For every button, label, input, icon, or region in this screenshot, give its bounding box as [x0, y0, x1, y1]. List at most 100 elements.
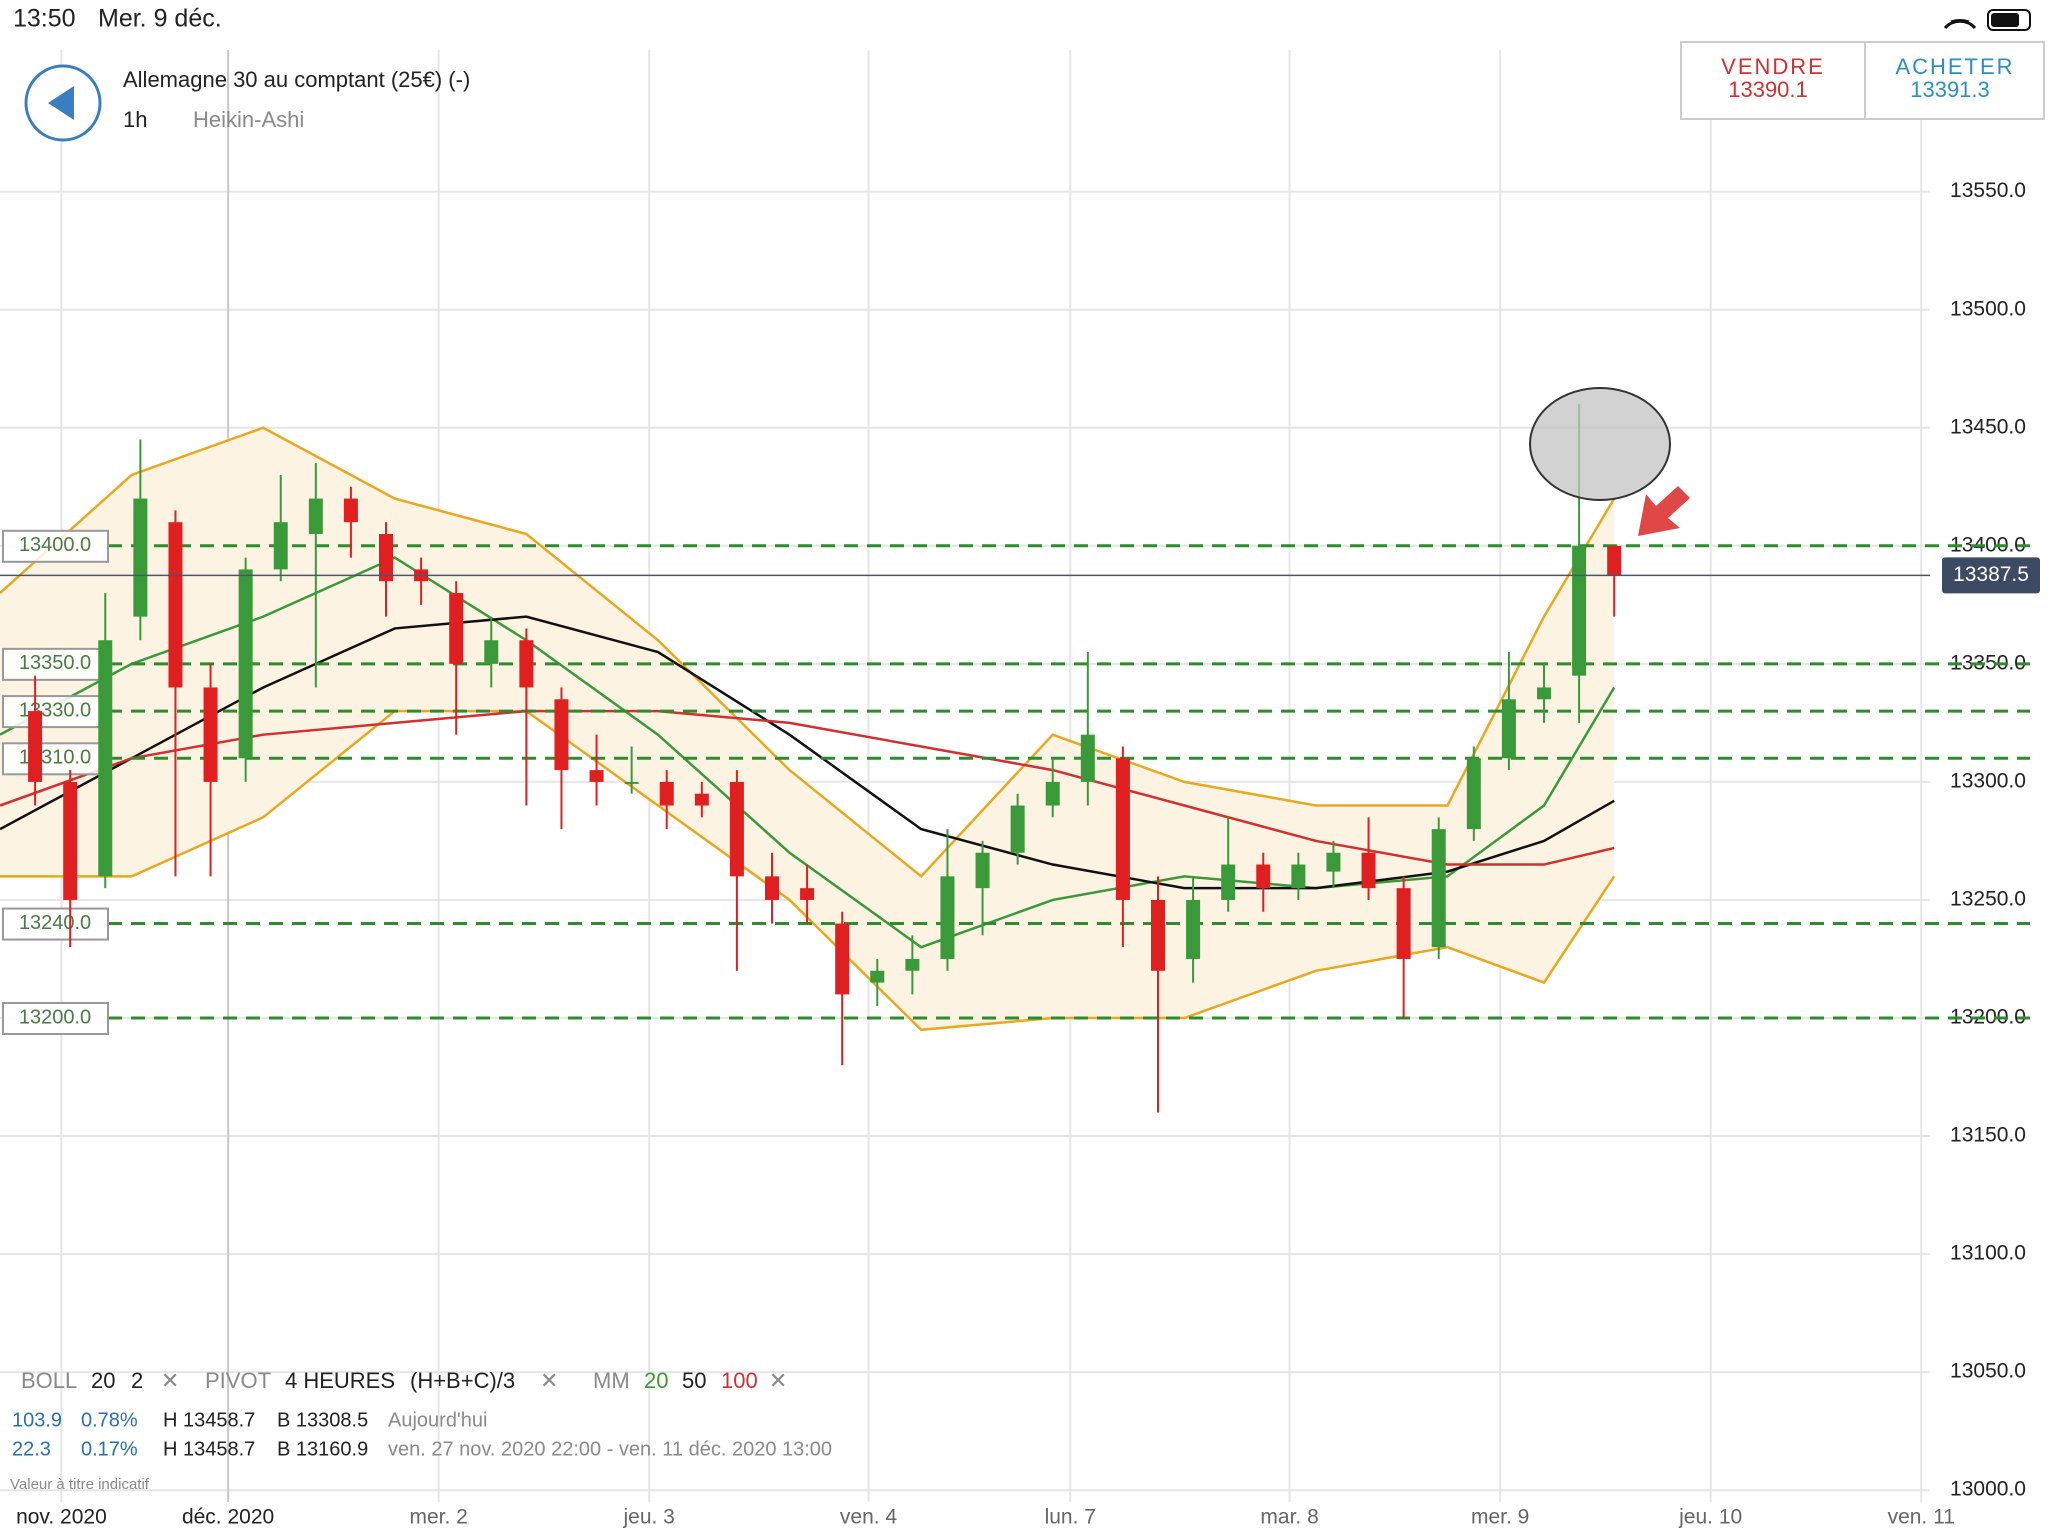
candle-body: [870, 970, 885, 983]
candle-body: [1501, 699, 1516, 759]
last-price-box: [1942, 557, 2040, 594]
candle-body: [238, 569, 253, 759]
candle-body: [1466, 758, 1481, 830]
x-tick-background: [594, 1505, 705, 1533]
stat-low: B 13308.5: [277, 1409, 368, 1431]
candle-body: [1186, 899, 1201, 959]
boll-period: 20: [91, 1368, 115, 1393]
y-tick-label: 13500.0: [1950, 297, 2026, 320]
stat-value: 103.9: [12, 1409, 62, 1431]
pivot-label: 13350.0: [19, 652, 91, 674]
indicator-line: [0, 556, 1616, 949]
sell-label[interactable]: VENDRE: [1721, 54, 1825, 79]
stat-low: B 13160.9: [277, 1438, 368, 1460]
back-icon: [48, 86, 74, 120]
mm-period: 50: [682, 1368, 706, 1393]
highlight-circle: [1529, 387, 1671, 501]
candle-body: [1361, 852, 1376, 889]
y-tick-label: 13050.0: [1950, 1360, 2026, 1383]
pivot-label: 13400.0: [19, 534, 91, 556]
candle-body: [1326, 852, 1341, 872]
candle-body: [308, 498, 323, 534]
pivot-label-box: [2, 907, 109, 941]
mm-label[interactable]: MM: [593, 1368, 630, 1393]
y-tick-label: 13400.0: [1950, 533, 2026, 556]
x-tick-label: ven. 11: [1888, 1506, 1955, 1529]
y-tick-label: 13550.0: [1950, 179, 2026, 202]
candle-body: [800, 888, 815, 900]
candle-body: [98, 640, 113, 877]
x-tick-background: [383, 1505, 494, 1533]
candle-body: [729, 781, 744, 877]
pivot-label-box: [2, 742, 109, 776]
y-tick-label: 13200.0: [1950, 1006, 2026, 1029]
pointer-arrow: [1638, 486, 1690, 536]
pivot-formula: (H+B+C)/3: [410, 1368, 515, 1393]
boll-label[interactable]: BOLL: [21, 1368, 77, 1393]
candle-body: [1396, 888, 1411, 959]
x-tick-background: [1015, 1505, 1126, 1533]
stat-period: ven. 27 nov. 2020 22:00 - ven. 11 déc. 2…: [388, 1438, 832, 1460]
remove-icon[interactable]: ✕: [540, 1368, 558, 1393]
candle-body: [1221, 864, 1236, 900]
pivot-label: 13240.0: [19, 912, 91, 934]
x-tick-background: [1655, 1505, 1766, 1533]
y-tick-label: 13450.0: [1950, 415, 2026, 438]
y-tick-label: 13250.0: [1950, 887, 2026, 910]
candle-body: [624, 781, 639, 784]
battery-icon: [1987, 9, 2031, 31]
candle-body: [1115, 758, 1130, 900]
candle-body: [133, 498, 148, 617]
buy-price[interactable]: 13391.3: [1910, 77, 1990, 102]
sell-price[interactable]: 13390.1: [1728, 77, 1808, 102]
candle-body: [905, 958, 920, 971]
stat-value: 22.3: [12, 1438, 51, 1460]
x-tick-label: mar. 8: [1260, 1506, 1318, 1529]
candle-body: [273, 522, 288, 570]
candle-body: [1537, 687, 1551, 700]
remove-icon[interactable]: ✕: [769, 1368, 787, 1393]
x-tick-background: [173, 1505, 284, 1533]
timeframe[interactable]: 1h: [123, 107, 147, 132]
chart-style[interactable]: Heikin-Ashi: [193, 107, 304, 132]
pivot-label-box: [2, 1002, 109, 1035]
stat-percent: 0.78%: [81, 1409, 138, 1431]
remove-icon[interactable]: ✕: [161, 1368, 179, 1393]
x-tick-label: mer. 9: [1471, 1506, 1529, 1529]
instrument-title: Allemagne 30 au comptant (25€) (-): [123, 67, 470, 92]
pivot-label[interactable]: PIVOT: [205, 1368, 271, 1393]
x-tick-background: [1445, 1505, 1556, 1533]
indicator-line: [0, 709, 1615, 866]
candle-body: [203, 687, 218, 782]
x-tick-background: [6, 1505, 117, 1533]
candle-body: [589, 770, 604, 782]
stat-period: Aujourd'hui: [388, 1409, 487, 1431]
pivot-label-box: [2, 695, 109, 729]
candle-body: [28, 711, 43, 782]
last-price-label: 13387.5: [1953, 563, 2029, 586]
candle-body: [1572, 545, 1587, 676]
x-tick-background: [813, 1505, 924, 1533]
candle-body: [449, 593, 464, 664]
x-tick-label: jeu. 10: [1678, 1506, 1742, 1529]
x-tick-label: nov. 2020: [16, 1506, 107, 1529]
status-date: Mer. 9 déc.: [98, 5, 222, 33]
trade-panel: [1680, 41, 2045, 120]
candle-body: [1291, 864, 1306, 889]
buy-label[interactable]: ACHETER: [1895, 54, 2014, 79]
x-tick-label: déc. 2020: [182, 1506, 274, 1529]
stat-high: H 13458.7: [163, 1409, 255, 1431]
candle-body: [1080, 734, 1095, 782]
pivot-label-box: [2, 647, 109, 681]
candle-body: [659, 781, 674, 806]
y-tick-label: 13100.0: [1950, 1242, 2026, 1265]
candle-body: [1607, 545, 1622, 576]
candle-body: [63, 781, 78, 900]
pivot-period: 4 HEURES: [285, 1368, 395, 1393]
disclaimer: Valeur à titre indicatif: [10, 1476, 150, 1493]
candle-body: [1151, 899, 1165, 971]
x-tick-background: [1234, 1505, 1345, 1533]
x-tick-label: jeu. 3: [622, 1506, 674, 1529]
